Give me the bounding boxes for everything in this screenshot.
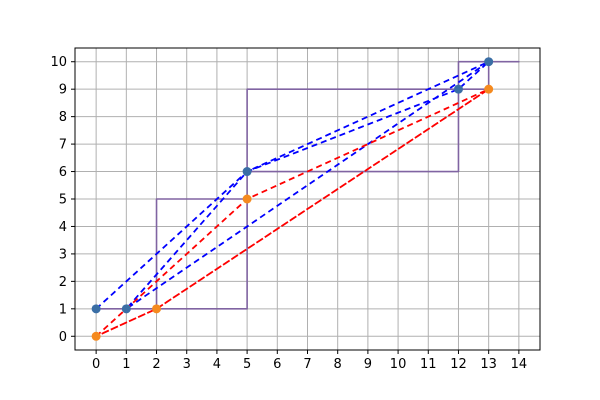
series-layer (91, 57, 520, 341)
x-tick-label: 0 (92, 357, 100, 372)
x-tick-label: 12 (450, 357, 467, 372)
x-tick-label: 4 (213, 357, 221, 372)
x-tick-label: 14 (511, 357, 528, 372)
y-tick-label: 2 (59, 275, 67, 290)
x-tick-label: 1 (122, 357, 130, 372)
y-tick-label: 7 (59, 138, 67, 153)
y-tick-label: 10 (50, 55, 67, 70)
x-tick-label: 13 (480, 357, 497, 372)
y-tick-label: 3 (59, 247, 67, 262)
data-point-marker (453, 84, 463, 94)
x-tick-label: 6 (273, 357, 281, 372)
data-point-marker (121, 304, 131, 314)
data-point-marker (91, 331, 101, 341)
y-tick-label: 9 (59, 83, 67, 98)
data-point-marker (91, 304, 101, 314)
data-point-marker (152, 304, 162, 314)
x-tick-label: 10 (390, 357, 407, 372)
x-tick-label: 11 (420, 357, 437, 372)
x-tick-label: 9 (364, 357, 372, 372)
x-tick-label: 5 (243, 357, 251, 372)
y-tick-label: 1 (59, 302, 67, 317)
y-tick-label: 6 (59, 165, 67, 180)
y-tick-label: 4 (59, 220, 67, 235)
y-tick-label: 5 (59, 193, 67, 208)
data-point-marker (484, 57, 494, 67)
data-point-marker (242, 194, 252, 204)
y-tick-label: 8 (59, 110, 67, 125)
data-point-marker (242, 167, 252, 177)
x-tick-label: 2 (152, 357, 160, 372)
data-point-marker (484, 84, 494, 94)
y-tick-label: 0 (59, 330, 67, 345)
x-tick-label: 3 (183, 357, 191, 372)
x-tick-label: 8 (334, 357, 342, 372)
x-tick-label: 7 (303, 357, 311, 372)
